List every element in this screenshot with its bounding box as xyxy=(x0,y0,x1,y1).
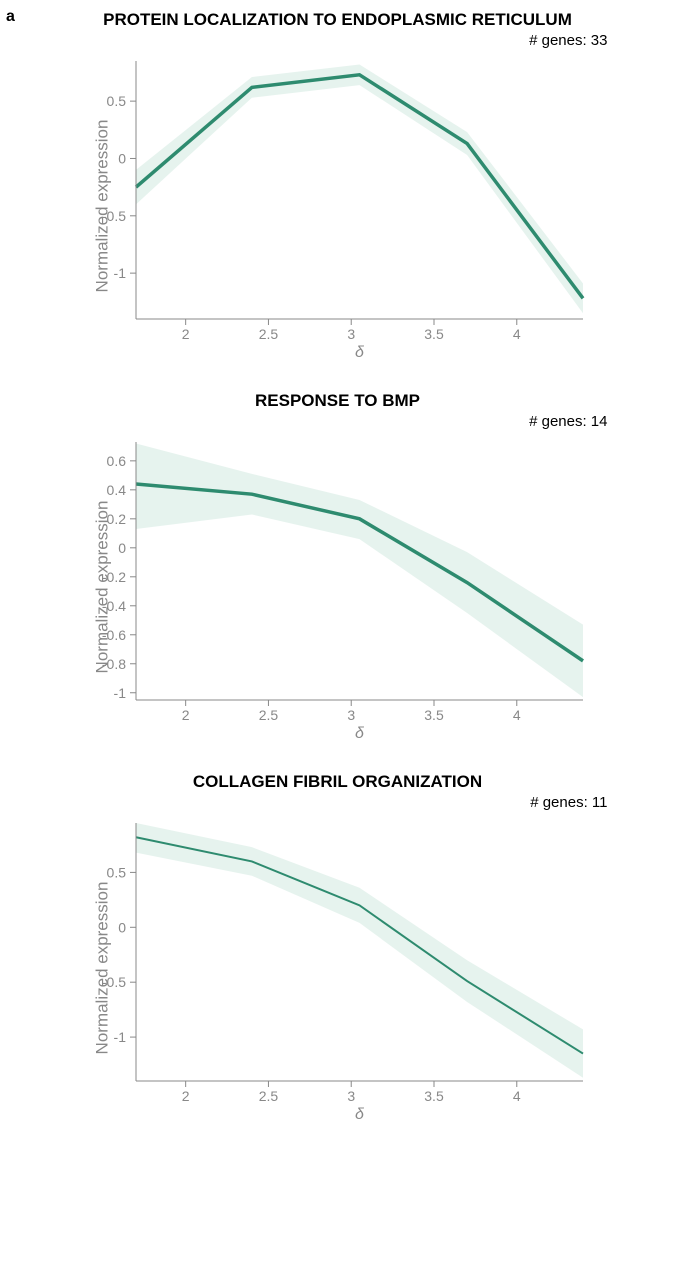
svg-text:-1: -1 xyxy=(113,265,126,281)
x-label: δ xyxy=(355,344,365,361)
svg-text:2.5: 2.5 xyxy=(258,707,278,723)
chart-title: PROTEIN LOCALIZATION TO ENDOPLASMIC RETI… xyxy=(28,10,648,30)
svg-text:2: 2 xyxy=(181,326,189,342)
chart-2: 2 2.5 3 3.5 4 -1 -0.5 0 0.5 δ xyxy=(78,813,598,1123)
chart-title: RESPONSE TO BMP xyxy=(28,391,648,411)
x-label: δ xyxy=(355,725,365,742)
y-label: Normalized expression xyxy=(92,882,112,1055)
series-line xyxy=(136,75,583,299)
svg-text:4: 4 xyxy=(512,1088,520,1104)
panel-label: a xyxy=(6,8,15,26)
plot-wrap: Normalized expression 2 2.5 3 3.5 4 -1 -… xyxy=(28,432,648,742)
svg-text:0: 0 xyxy=(118,540,126,556)
svg-text:2: 2 xyxy=(181,1088,189,1104)
svg-text:3: 3 xyxy=(347,1088,355,1104)
svg-text:2.5: 2.5 xyxy=(258,326,278,342)
svg-text:-1: -1 xyxy=(113,1029,126,1045)
svg-text:3: 3 xyxy=(347,707,355,723)
chart-subtitle: # genes: 14 xyxy=(28,413,648,430)
y-label: Normalized expression xyxy=(92,120,112,293)
svg-text:0.5: 0.5 xyxy=(106,93,126,109)
plot-wrap: Normalized expression 2 2.5 3 3.5 4 -1 -… xyxy=(28,51,648,361)
confidence-band xyxy=(136,443,583,697)
svg-text:3.5: 3.5 xyxy=(424,1088,444,1104)
chart-subtitle: # genes: 33 xyxy=(28,32,648,49)
chart-subtitle: # genes: 11 xyxy=(28,794,648,811)
confidence-band xyxy=(136,823,583,1078)
panel-2: COLLAGEN FIBRIL ORGANIZATION # genes: 11… xyxy=(28,772,648,1123)
svg-text:0.5: 0.5 xyxy=(106,864,126,880)
svg-text:3.5: 3.5 xyxy=(424,707,444,723)
panel-1: RESPONSE TO BMP # genes: 14 Normalized e… xyxy=(28,391,648,742)
plot-wrap: Normalized expression 2 2.5 3 3.5 4 -1 -… xyxy=(28,813,648,1123)
x-label: δ xyxy=(355,1106,365,1123)
svg-text:0: 0 xyxy=(118,919,126,935)
figure: a PROTEIN LOCALIZATION TO ENDOPLASMIC RE… xyxy=(0,0,675,1261)
svg-text:3: 3 xyxy=(347,326,355,342)
svg-text:0.4: 0.4 xyxy=(106,482,126,498)
svg-text:-1: -1 xyxy=(113,685,126,701)
svg-text:2.5: 2.5 xyxy=(258,1088,278,1104)
svg-text:0.6: 0.6 xyxy=(106,453,126,469)
svg-text:3.5: 3.5 xyxy=(424,326,444,342)
svg-text:4: 4 xyxy=(512,707,520,723)
chart-0: 2 2.5 3 3.5 4 -1 -0.5 0 0.5 δ xyxy=(78,51,598,361)
svg-text:0: 0 xyxy=(118,150,126,166)
svg-text:4: 4 xyxy=(512,326,520,342)
chart-1: 2 2.5 3 3.5 4 -1 -0.8 -0.6 -0.4 -0.2 0 0… xyxy=(78,432,598,742)
y-label: Normalized expression xyxy=(92,501,112,674)
svg-text:2: 2 xyxy=(181,707,189,723)
panel-0: PROTEIN LOCALIZATION TO ENDOPLASMIC RETI… xyxy=(28,10,648,361)
chart-title: COLLAGEN FIBRIL ORGANIZATION xyxy=(28,772,648,792)
confidence-band xyxy=(136,64,583,313)
